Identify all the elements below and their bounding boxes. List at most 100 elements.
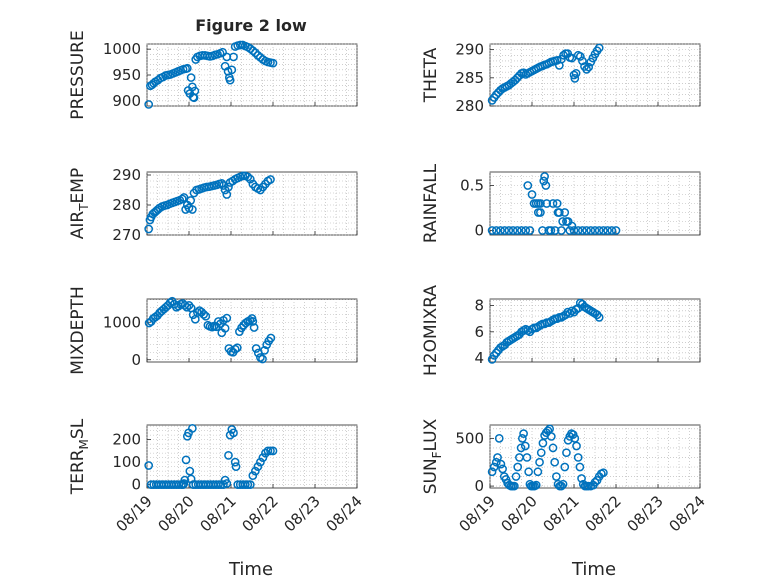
data-point — [594, 226, 604, 235]
y-tick-label: 290 — [112, 166, 141, 184]
data-point — [224, 451, 233, 460]
data-point — [554, 208, 564, 217]
data-point — [516, 443, 526, 453]
data-point — [586, 226, 596, 235]
y-tick-label: 270 — [112, 226, 141, 244]
data-point — [535, 457, 544, 467]
x-axis-label-left: Time — [228, 559, 273, 580]
data-point — [263, 446, 273, 456]
data-point — [552, 55, 562, 65]
data-point — [575, 462, 585, 472]
data-point — [567, 221, 577, 231]
data-point — [487, 467, 497, 477]
data-point — [536, 208, 545, 217]
y-tick-label: 1000 — [103, 40, 141, 58]
data-point — [522, 453, 532, 462]
y-tick-label: 285 — [455, 69, 484, 87]
data-point — [607, 226, 617, 235]
data-point — [181, 455, 191, 465]
y-tick-label: 500 — [455, 429, 484, 447]
data-point — [225, 75, 235, 85]
x-tick-label: 08/21 — [197, 492, 240, 535]
data-point — [512, 226, 522, 235]
data-point — [565, 226, 575, 235]
data-point — [224, 182, 233, 192]
data-point — [266, 333, 276, 343]
data-point — [520, 441, 530, 451]
data-point — [243, 480, 253, 489]
data-point — [258, 453, 268, 462]
y-tick-label: 0 — [474, 477, 484, 495]
y-tick-label: 950 — [112, 66, 141, 84]
data-point — [493, 453, 502, 462]
data-point — [251, 344, 261, 353]
data-point — [573, 226, 583, 235]
data-point — [558, 479, 568, 489]
data-point — [251, 48, 260, 58]
data-point — [557, 226, 566, 235]
y-tick-label: 280 — [455, 97, 484, 115]
x-tick-label: 08/22 — [582, 492, 625, 535]
data-point — [583, 481, 593, 491]
data-point — [266, 446, 275, 456]
y-tick-label: 6 — [474, 323, 484, 341]
x-tick-label: 08/19 — [456, 492, 499, 535]
data-point — [527, 190, 537, 199]
data-point — [165, 298, 175, 308]
data-point — [603, 226, 612, 235]
data-point — [188, 424, 197, 433]
y-tick-label: 0 — [474, 222, 484, 240]
data-point — [575, 52, 585, 61]
data-point — [260, 346, 269, 355]
data-point — [538, 438, 548, 448]
data-point — [584, 62, 594, 72]
data-point — [523, 181, 533, 190]
data-point — [222, 479, 232, 488]
data-point — [188, 310, 198, 320]
data-point — [201, 311, 211, 321]
data-point — [536, 448, 546, 458]
y-tick-label: 200 — [112, 431, 141, 449]
data-point — [494, 434, 504, 443]
y-axis-label: RAINFALL — [421, 163, 441, 243]
data-point — [268, 446, 278, 456]
data-point — [256, 353, 265, 362]
data-point — [599, 468, 608, 478]
y-tick-label: 0 — [131, 476, 141, 494]
data-point — [186, 196, 196, 205]
y-axis-label: H2OMIXRA — [421, 285, 441, 376]
data-point — [546, 432, 556, 441]
data-point — [266, 175, 275, 184]
data-point — [531, 480, 541, 490]
y-tick-label: 0.5 — [460, 177, 484, 195]
y-axis-label: TERRMSL — [68, 418, 91, 495]
x-axis-label-right: Time — [571, 559, 616, 580]
x-tick-label: 08/24 — [666, 492, 709, 535]
data-point — [217, 179, 227, 188]
data-point — [519, 429, 528, 438]
data-point — [496, 459, 506, 469]
x-tick-label: 08/21 — [540, 492, 583, 535]
data-point — [570, 434, 580, 443]
data-point — [519, 68, 528, 78]
data-point — [498, 464, 507, 474]
y-axis-label: THETA — [421, 47, 441, 103]
data-point — [513, 462, 523, 472]
data-point — [538, 226, 547, 235]
y-axis-label: AIRTEMP — [68, 168, 91, 239]
data-point — [539, 176, 549, 186]
data-point — [258, 354, 267, 364]
data-point — [230, 344, 240, 354]
subplot-theta: 280 285 290 THETA — [421, 41, 701, 115]
y-axis-label: PRESSURE — [68, 30, 88, 119]
data-point — [230, 457, 240, 467]
data-point — [261, 448, 270, 458]
y-tick-label: 900 — [112, 92, 141, 110]
figure-title: Figure 2 low — [195, 16, 307, 35]
data-point — [536, 199, 545, 208]
data-point — [487, 226, 497, 235]
data-point — [180, 475, 190, 485]
data-point — [179, 479, 189, 488]
data-point — [253, 51, 263, 60]
